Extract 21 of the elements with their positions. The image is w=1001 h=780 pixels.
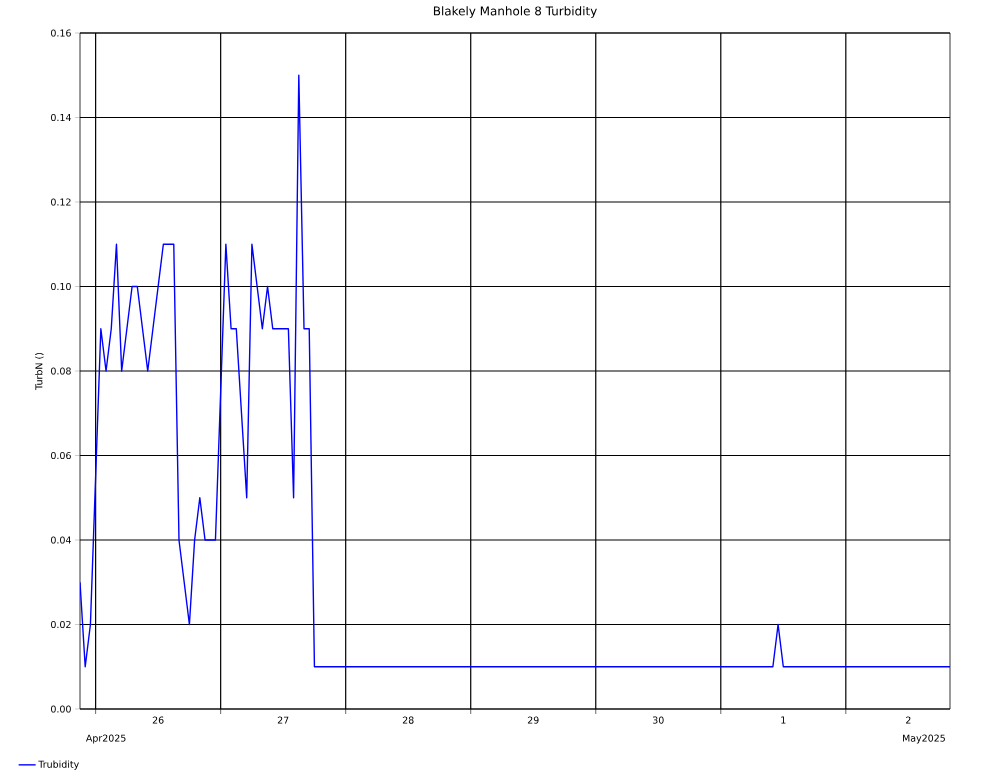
y-tick-label: 0.12 (51, 198, 71, 206)
text: Apr2025 (85, 734, 126, 744)
x-tick-label: 2 (906, 716, 911, 724)
x-tick-label: 29 (527, 716, 539, 724)
y-tick-label: 0.16 (51, 29, 71, 37)
y-tick-label: 0.14 (51, 113, 71, 122)
x-tick-label: 30 (652, 716, 664, 724)
x-tick-label: 27 (277, 716, 289, 724)
y-tick-label: 0.08 (51, 367, 71, 375)
text: May2025 (903, 734, 945, 744)
y-axis-title: TurbN () (35, 352, 44, 390)
x-tick-label: 28 (402, 716, 414, 724)
y-tick-label: 0.02 (51, 620, 71, 629)
x-tick-label: 1 (781, 716, 786, 724)
legend-label: Trubidity (38, 760, 79, 770)
chart-title: Blakely Manhole 8 Turbidity (433, 6, 597, 18)
y-tick-label: 0.04 (51, 536, 71, 544)
y-tick-label: 0.00 (51, 705, 71, 713)
y-tick-label: 0.10 (51, 282, 71, 291)
x-tick-label: 26 (152, 716, 164, 724)
y-tick-label: 0.06 (51, 451, 71, 460)
